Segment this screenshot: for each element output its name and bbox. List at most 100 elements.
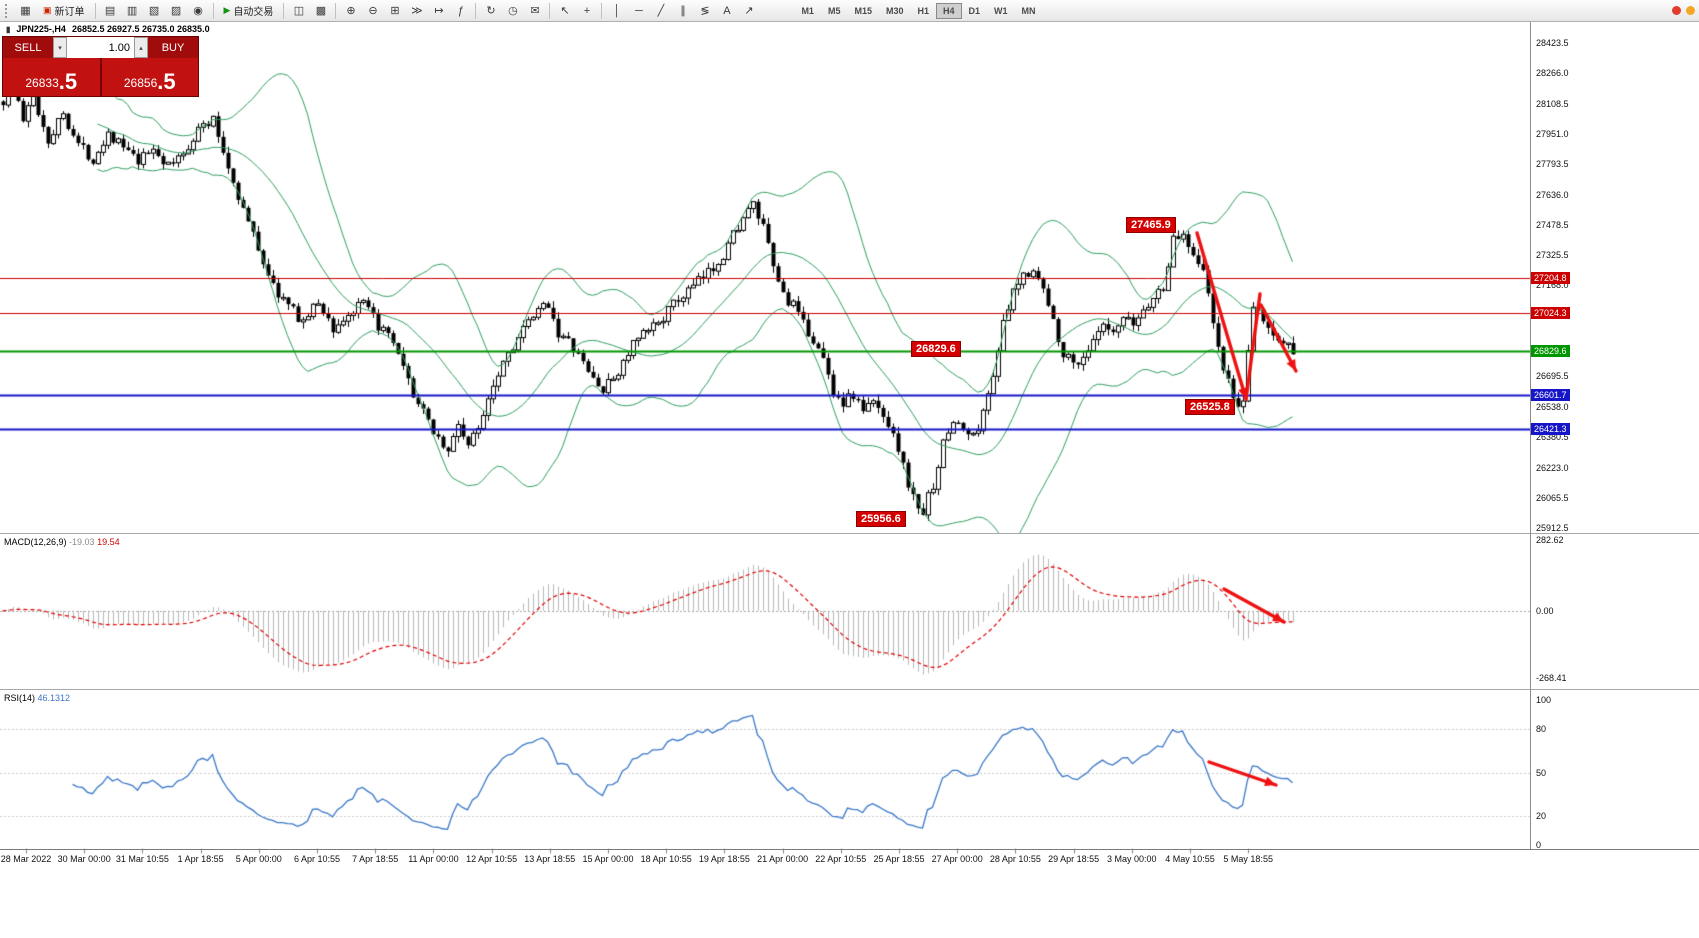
rsi-value: 46.1312 — [37, 693, 71, 703]
fibonacci-icon[interactable]: ≶ — [700, 5, 710, 17]
cursor-icon[interactable]: ↖ — [560, 5, 570, 17]
price-axis-label: 28266.0 — [1536, 68, 1569, 79]
toolbar-separator — [335, 2, 337, 19]
buy-price[interactable]: 26856.5 — [101, 58, 198, 96]
date-axis-label: 18 Apr 10:55 — [640, 854, 692, 864]
price-line-badge: 26421.3 — [1531, 423, 1570, 436]
timeframe-h1[interactable]: H1 — [917, 5, 930, 16]
window-button-close[interactable] — [1672, 6, 1681, 15]
autotrade-button-icon: ▶ — [223, 5, 231, 15]
panel-separator-rsi[interactable] — [0, 689, 1699, 690]
volume-increase-button[interactable]: ▴ — [134, 37, 148, 58]
timeframe-m15[interactable]: M15 — [854, 5, 872, 16]
date-axis-label: 13 Apr 18:55 — [524, 854, 576, 864]
price-annotation[interactable]: 27465.9 — [1126, 217, 1176, 233]
timeframe-m30[interactable]: M30 — [885, 5, 904, 16]
price-chart-canvas[interactable] — [0, 22, 1530, 533]
date-axis-label: 4 May 10:55 — [1165, 854, 1215, 864]
new-order-button-icon: ▣ — [43, 5, 52, 15]
clock-icon[interactable]: ◷ — [508, 5, 518, 17]
cascade-windows-icon[interactable]: ▩ — [315, 5, 327, 17]
price-annotation[interactable]: 25956.6 — [856, 511, 906, 527]
terminal-icon[interactable]: ▨ — [170, 5, 182, 17]
volume-decrease-button[interactable]: ▾ — [53, 37, 67, 58]
navigator-icon[interactable]: ▧ — [148, 5, 160, 17]
rsi-label: RSI(14) 46.1312 — [4, 693, 70, 703]
vertical-line-icon[interactable]: │ — [613, 4, 621, 17]
market-watch-icon[interactable]: ▤ — [104, 5, 116, 17]
window-button-minimize[interactable] — [1686, 6, 1695, 15]
timeframe-h4[interactable]: H4 — [936, 2, 962, 19]
sell-button[interactable]: SELL — [3, 37, 53, 58]
macd-axis-label: 0.00 — [1536, 605, 1554, 616]
date-axis-label: 19 Apr 18:55 — [698, 854, 750, 864]
date-axis-label: 29 Apr 18:55 — [1048, 854, 1100, 864]
price-line-badge: 27204.8 — [1531, 272, 1570, 285]
text-label-icon[interactable]: A — [723, 4, 731, 17]
date-axis-label: 30 Mar 00:00 — [57, 854, 111, 864]
symbol-chart-icon: ▮ — [6, 24, 11, 34]
timeframe-m1[interactable]: M1 — [801, 5, 814, 16]
buy-price-frac: .5 — [157, 69, 176, 94]
new-order-button-label: 新订单 — [54, 7, 85, 18]
rsi-axis-label: 50 — [1536, 767, 1547, 778]
zoom-out-icon[interactable]: ⊖ — [368, 5, 378, 17]
timeframe-switcher: M1 M5 M15 M30 H1 H4 D1 W1 MN — [794, 2, 1042, 19]
price-axis-label: 26695.5 — [1536, 371, 1569, 382]
toolbar-separator — [601, 2, 603, 19]
channel-icon[interactable]: ∥ — [680, 5, 686, 17]
new-order-button[interactable]: ▣ 新订单 — [37, 1, 91, 20]
volume-input[interactable] — [67, 37, 134, 58]
toolbar-separator — [212, 2, 214, 19]
toolbar-grip[interactable] — [5, 3, 10, 18]
one-click-trade-panel: SELL ▾ ▴ BUY 26833.5 26856.5 — [2, 36, 199, 97]
time-axis[interactable]: 28 Mar 2022 30 Mar 00:00 31 Mar 10:55 1 Apr… — [0, 849, 1699, 871]
toolbar-separator — [475, 2, 477, 19]
arrow-object-icon[interactable]: ↗ — [744, 5, 754, 17]
date-axis-label: 15 Apr 00:00 — [582, 854, 634, 864]
data-window-icon[interactable]: ▥ — [126, 5, 138, 17]
tile-windows-icon[interactable]: ◫ — [293, 5, 305, 17]
price-annotation[interactable]: 26829.6 — [911, 341, 961, 357]
symbol-info-bar: ▮ JPN225-,H4 26852.5 26927.5 26735.0 268… — [6, 24, 210, 34]
date-axis-label: 3 May 00:00 — [1107, 854, 1157, 864]
price-annotation[interactable]: 26525.8 — [1185, 399, 1235, 415]
zoom-in-icon[interactable]: ⊕ — [346, 5, 356, 17]
price-axis-label: 27951.0 — [1536, 129, 1569, 140]
macd-indicator-canvas[interactable] — [0, 534, 1530, 689]
price-axis-label: 27636.0 — [1536, 189, 1569, 200]
autotrade-button[interactable]: ▶ 自动交易 — [218, 1, 280, 20]
timeframe-d1[interactable]: D1 — [968, 5, 981, 16]
timeframe-m5[interactable]: M5 — [827, 5, 841, 16]
panel-separator-macd[interactable] — [0, 533, 1699, 534]
price-line-badge: 27024.3 — [1531, 306, 1570, 319]
date-axis-label: 28 Apr 10:55 — [989, 854, 1041, 864]
date-axis-label: 28 Mar 2022 — [0, 854, 52, 864]
grid-icon[interactable]: ⊞ — [390, 5, 400, 17]
autotrade-button-label: 自动交易 — [233, 7, 274, 18]
chart-shift-icon[interactable]: ↦ — [434, 5, 444, 17]
timeframe-w1[interactable]: W1 — [994, 5, 1008, 16]
buy-button[interactable]: BUY — [148, 37, 198, 58]
horizontal-line-icon[interactable]: ─ — [635, 4, 643, 17]
indicators-icon[interactable]: ƒ — [457, 4, 464, 17]
date-axis-label: 11 Apr 00:00 — [408, 854, 459, 864]
date-axis-label: 1 Apr 18:55 — [177, 854, 224, 864]
sell-price[interactable]: 26833.5 — [3, 58, 102, 96]
toolbar: ▦ ▣ 新订单 ▤ ▥ ▧ ▨ ◉ ▶ 自动交易 ◫ ▩ ⊕ ⊖ ⊞ ≫ ↦ ƒ ↻ ◷ ✉ ↖ + │ ─ ╱ ∥ ≶ A ↗ M1 M5 M… — [0, 0, 1699, 22]
new-chart-icon[interactable]: ▦ — [20, 5, 31, 17]
rsi-indicator-canvas[interactable] — [0, 690, 1530, 849]
strategy-tester-icon[interactable]: ◉ — [193, 5, 203, 17]
auto-scroll-icon[interactable]: ≫ — [411, 5, 423, 17]
crosshair-icon[interactable]: + — [583, 4, 591, 17]
mail-icon[interactable]: ✉ — [530, 5, 540, 17]
rsi-axis-label: 20 — [1536, 811, 1547, 821]
timeframe-mn[interactable]: MN — [1021, 5, 1036, 16]
price-axis-label: 28423.5 — [1536, 37, 1569, 48]
date-axis-label: 6 Apr 10:55 — [293, 854, 341, 864]
refresh-icon[interactable]: ↻ — [486, 5, 496, 17]
price-axis[interactable]: 28423.5 28266.0 28108.5 27951.0 27793.5 27636… — [1530, 22, 1699, 869]
sell-price-main: 26833 — [25, 76, 59, 90]
trendline-icon[interactable]: ╱ — [657, 5, 665, 17]
date-axis-label: 5 May 18:55 — [1223, 854, 1273, 864]
